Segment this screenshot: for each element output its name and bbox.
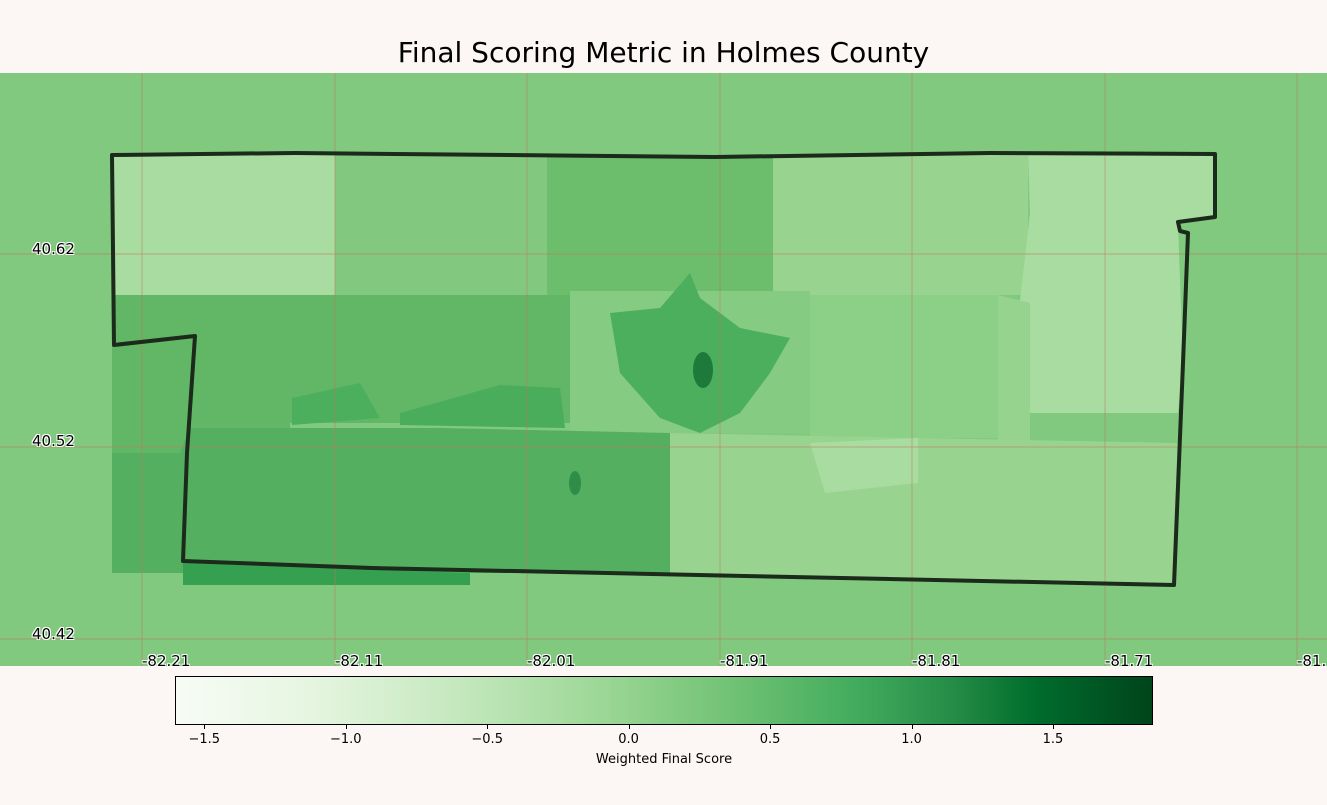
region-strip <box>400 385 565 428</box>
colorbar-tick <box>204 724 206 729</box>
lat-label: 40.62 <box>32 240 75 258</box>
colorbar <box>175 676 1153 725</box>
lon-label: -81.81 <box>912 652 961 670</box>
graticule <box>0 73 1327 666</box>
colorbar-label: Weighted Final Score <box>595 752 733 767</box>
colorbar-tick-label: 1.0 <box>901 732 922 747</box>
map-title: Final Scoring Metric in Holmes County <box>397 36 930 69</box>
lon-label: -81. <box>1297 652 1327 670</box>
county-boundary <box>110 151 1217 587</box>
map-area[interactable] <box>0 73 1327 666</box>
lon-label: -82.21 <box>142 652 191 670</box>
colorbar-tick-label: −0.5 <box>471 732 503 747</box>
colorbar-tick <box>628 724 630 729</box>
region-creek <box>292 383 380 425</box>
region-s-strip <box>183 563 470 585</box>
colorbar-tick <box>911 724 913 729</box>
lat-label: 40.42 <box>32 625 75 643</box>
colorbar-tick <box>487 724 489 729</box>
colorbar-tick <box>1052 724 1054 729</box>
region-ne <box>773 155 1028 295</box>
region-e <box>810 295 998 438</box>
region-se-light <box>810 438 918 493</box>
colorbar-tick-label: 0.5 <box>759 732 781 747</box>
region-nw <box>112 153 335 295</box>
lat-label: 40.52 <box>32 432 75 450</box>
region-n-center <box>335 153 547 295</box>
lon-label: -82.01 <box>527 652 576 670</box>
lon-label: -81.91 <box>720 652 769 670</box>
colorbar-tick-label: −1.0 <box>329 732 362 747</box>
colorbar-tick-label: −1.5 <box>188 732 221 747</box>
colorbar-tick-label: 0.0 <box>618 732 639 747</box>
region-hotspot-2 <box>569 471 581 495</box>
lon-label: -82.11 <box>335 652 384 670</box>
score-regions <box>112 153 1214 585</box>
colorbar-tick <box>770 724 772 729</box>
region-s-center <box>670 433 1180 583</box>
colorbar-tick <box>345 724 347 729</box>
region-far-ne <box>1018 155 1214 413</box>
region-sw <box>112 428 670 573</box>
region-hotspot <box>693 352 713 388</box>
region-far-e <box>998 295 1030 443</box>
lon-label: -81.71 <box>1105 652 1154 670</box>
colorbar-tick-label: 1.5 <box>1042 732 1064 747</box>
region-n-mid <box>547 155 773 295</box>
